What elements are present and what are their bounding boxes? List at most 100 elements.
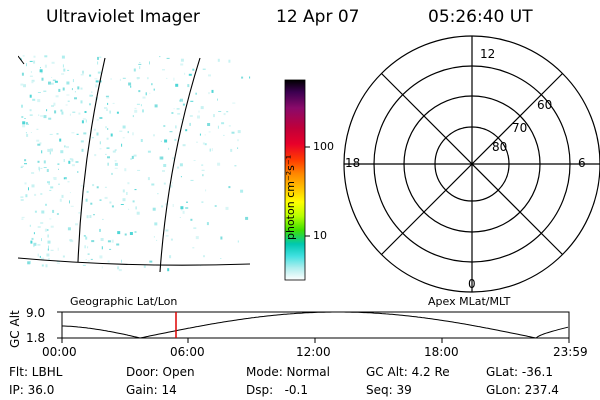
emission-speck bbox=[20, 165, 24, 167]
emission-speck bbox=[195, 236, 199, 240]
emission-speck bbox=[151, 83, 153, 86]
mlt-label-6: 6 bbox=[578, 156, 586, 170]
emission-speck bbox=[196, 141, 198, 143]
emission-speck bbox=[94, 154, 97, 157]
emission-speck bbox=[66, 146, 69, 149]
emission-speck bbox=[147, 177, 150, 181]
emission-speck bbox=[48, 245, 49, 249]
emission-speck bbox=[214, 205, 217, 207]
emission-speck bbox=[20, 57, 22, 60]
emission-speck bbox=[211, 148, 213, 152]
emission-speck bbox=[50, 225, 54, 228]
emission-speck bbox=[51, 61, 55, 64]
emission-speck bbox=[99, 255, 103, 259]
emission-speck bbox=[180, 63, 184, 66]
emission-speck bbox=[163, 164, 167, 167]
emission-speck bbox=[54, 110, 57, 114]
emission-speck bbox=[173, 77, 175, 81]
emission-speck bbox=[71, 88, 73, 91]
emission-speck bbox=[180, 98, 183, 102]
colorbar-tick-label-10: 10 bbox=[313, 229, 327, 242]
emission-speck bbox=[153, 88, 155, 91]
emission-speck bbox=[118, 269, 122, 272]
emission-speck bbox=[102, 218, 104, 220]
emission-speck bbox=[31, 81, 34, 84]
emission-speck bbox=[204, 134, 206, 136]
emission-speck bbox=[90, 202, 93, 205]
emission-speck bbox=[21, 104, 23, 108]
polar-diagonal-2 bbox=[381, 73, 563, 255]
emission-speck bbox=[85, 236, 88, 240]
emission-speck bbox=[57, 163, 60, 165]
emission-speck bbox=[21, 58, 22, 60]
emission-speck bbox=[101, 266, 103, 269]
emission-speck bbox=[58, 183, 60, 185]
date-label: 12 Apr 07 bbox=[276, 7, 360, 27]
emission-speck bbox=[138, 90, 141, 93]
emission-speck bbox=[208, 92, 210, 95]
emission-speck bbox=[164, 139, 168, 143]
altitude-ylabel: GC Alt bbox=[8, 310, 22, 348]
emission-speck bbox=[127, 131, 129, 134]
emission-speck bbox=[51, 105, 54, 107]
emission-speck bbox=[48, 117, 52, 120]
emission-speck bbox=[49, 151, 51, 155]
emission-speck bbox=[93, 128, 96, 131]
emission-speck bbox=[126, 192, 128, 195]
emission-speck bbox=[62, 87, 65, 91]
emission-speck bbox=[147, 77, 149, 80]
emission-speck bbox=[177, 166, 180, 169]
emission-speck bbox=[53, 102, 56, 106]
emission-speck bbox=[142, 109, 144, 113]
emission-speck bbox=[75, 223, 77, 225]
mlt-label-18: 18 bbox=[345, 156, 361, 170]
emission-speck bbox=[80, 185, 83, 187]
emission-speck bbox=[67, 69, 70, 71]
emission-speck bbox=[87, 246, 89, 249]
emission-speck bbox=[237, 147, 239, 149]
emission-speck bbox=[201, 169, 205, 171]
emission-speck bbox=[87, 260, 90, 262]
emission-speck bbox=[25, 132, 27, 134]
emission-speck bbox=[94, 78, 98, 80]
emission-speck bbox=[69, 200, 70, 204]
emission-speck bbox=[92, 184, 95, 187]
emission-speck bbox=[132, 115, 134, 118]
gc-alt-info: GC Alt: 4.2 Re bbox=[366, 365, 450, 379]
emission-speck bbox=[140, 139, 143, 142]
emission-speck bbox=[69, 192, 71, 194]
emission-speck bbox=[111, 172, 113, 175]
emission-speck bbox=[169, 131, 173, 133]
emission-speck bbox=[46, 253, 50, 257]
emission-speck bbox=[176, 108, 180, 110]
altitude-xtick-label-0: 00:00 bbox=[42, 345, 77, 359]
emission-speck bbox=[168, 147, 170, 150]
emission-speck bbox=[106, 147, 110, 149]
emission-speck bbox=[192, 68, 195, 71]
emission-speck bbox=[182, 103, 185, 106]
emission-speck bbox=[99, 141, 101, 145]
emission-speck bbox=[77, 86, 80, 90]
emission-speck bbox=[226, 111, 229, 113]
emission-speck bbox=[64, 145, 66, 148]
emission-speck bbox=[172, 157, 175, 160]
emission-speck bbox=[29, 60, 33, 62]
emission-speck bbox=[50, 249, 54, 251]
emission-speck bbox=[134, 109, 138, 113]
emission-speck bbox=[128, 82, 132, 86]
emission-speck bbox=[78, 212, 82, 214]
polar-plot bbox=[343, 35, 600, 293]
emission-speck bbox=[107, 260, 110, 263]
emission-speck bbox=[202, 174, 204, 177]
emission-speck bbox=[160, 140, 162, 142]
emission-speck bbox=[201, 201, 204, 203]
emission-speck bbox=[143, 265, 146, 268]
emission-speck bbox=[225, 206, 229, 210]
emission-speck bbox=[30, 71, 32, 73]
emission-speck bbox=[217, 58, 220, 62]
emission-speck bbox=[217, 162, 221, 166]
emission-speck bbox=[175, 83, 179, 87]
altitude-plot bbox=[57, 311, 570, 343]
emission-speck bbox=[30, 240, 33, 244]
emission-speck bbox=[107, 128, 109, 130]
